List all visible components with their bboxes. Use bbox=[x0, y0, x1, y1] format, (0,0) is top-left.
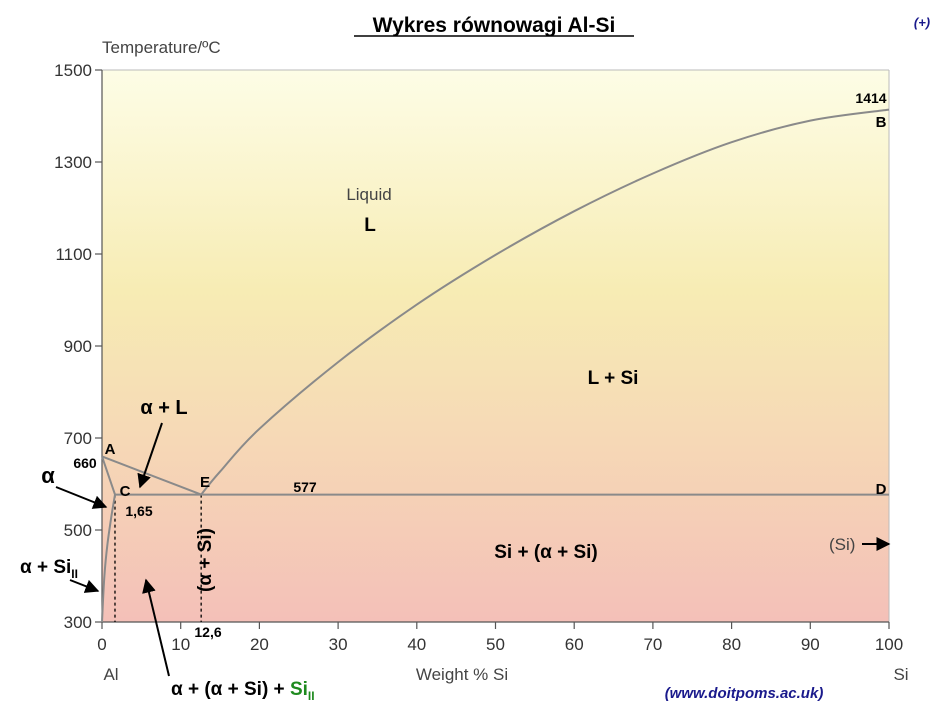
liquid-label: Liquid bbox=[346, 185, 391, 204]
series-line-solidus bbox=[101, 456, 116, 495]
y-tick-label: 300 bbox=[64, 613, 92, 632]
bottom-phase-subscript: II bbox=[308, 689, 315, 703]
corner-mark[interactable]: (+) bbox=[914, 15, 930, 30]
y-tick-label: 700 bbox=[64, 429, 92, 448]
x-axis-title: Weight % Si bbox=[416, 665, 508, 684]
alpha-l-label: α + L bbox=[140, 397, 187, 419]
point-c-label: C bbox=[120, 483, 131, 500]
l-si-label: L + Si bbox=[588, 368, 639, 389]
x-tick-label: 100 bbox=[875, 635, 903, 654]
x-tick-label: 0 bbox=[97, 635, 106, 654]
source-link[interactable]: (www.doitpoms.ac.uk) bbox=[665, 685, 824, 702]
x-tick-label: 10 bbox=[171, 635, 190, 654]
point-e-label: E bbox=[200, 474, 210, 491]
y-tick-label: 900 bbox=[64, 337, 92, 356]
point-d-label: D bbox=[876, 481, 887, 498]
alpha-label: α bbox=[41, 463, 55, 488]
alpha-si-main: α + Si bbox=[20, 557, 71, 578]
alpha-l-pointer-arrow bbox=[137, 422, 163, 489]
point-b-label: B bbox=[876, 114, 887, 131]
x-tick-label: 20 bbox=[250, 635, 269, 654]
x-ticks: 0 10 20 30 40 50 60 70 80 90 100 bbox=[97, 622, 903, 654]
chart-title: Wykres równowagi Al-Si bbox=[373, 14, 616, 37]
temp-1414-label: 1414 bbox=[855, 90, 886, 106]
y-tick-label: 1300 bbox=[54, 153, 92, 172]
bottom-phase-main: α + (α + Si) + bbox=[171, 679, 290, 700]
temp-577-label: 577 bbox=[293, 479, 317, 495]
x-tick-label: 70 bbox=[643, 635, 662, 654]
x-tick-label: 80 bbox=[722, 635, 741, 654]
plot-area bbox=[102, 70, 889, 622]
l-label: L bbox=[364, 215, 376, 236]
x-end-left-label: Al bbox=[103, 665, 118, 684]
comp-165-label: 1,65 bbox=[125, 503, 152, 519]
point-a-label: A bbox=[105, 441, 116, 458]
y-tick-label: 1500 bbox=[54, 61, 92, 80]
temp-660-label: 660 bbox=[73, 455, 97, 471]
y-tick-label: 500 bbox=[64, 521, 92, 540]
series-line-liquidus-si bbox=[200, 108, 890, 496]
x-tick-label: 60 bbox=[565, 635, 584, 654]
x-tick-label: 40 bbox=[407, 635, 426, 654]
series-line-solvus bbox=[101, 494, 116, 623]
x-tick-label: 30 bbox=[329, 635, 348, 654]
y-axis-title: Temperature/ºC bbox=[102, 38, 221, 57]
phase-boundaries bbox=[101, 108, 890, 623]
alpha-si-label: α + SiII bbox=[20, 557, 78, 581]
x-tick-label: 50 bbox=[486, 635, 505, 654]
y-ticks: 300 500 700 900 1100 1300 1500 bbox=[54, 61, 102, 632]
x-end-right-label: Si bbox=[893, 665, 908, 684]
series-line-liquidus-alpha bbox=[101, 455, 202, 496]
y-tick-label: 1100 bbox=[55, 245, 92, 264]
bottom-phase-si: Si bbox=[290, 679, 308, 700]
alpha-si-subscript: II bbox=[71, 567, 78, 581]
x-tick-label: 90 bbox=[801, 635, 820, 654]
comp-126-label: 12,6 bbox=[194, 624, 221, 640]
bottom-phase-label: α + (α + Si) + SiII bbox=[171, 679, 315, 703]
alpha-si-pointer-arrow bbox=[69, 579, 100, 593]
alpha-pointer-arrow bbox=[55, 486, 108, 509]
si-alpha-si-label: Si + (α + Si) bbox=[494, 542, 598, 563]
eutectic-vertical-label: (α + Si) bbox=[195, 528, 216, 592]
si-arrow-label: (Si) bbox=[829, 535, 855, 554]
bottom-pointer-arrow bbox=[142, 578, 170, 677]
